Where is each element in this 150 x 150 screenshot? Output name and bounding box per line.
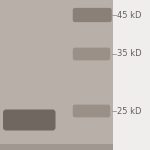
FancyBboxPatch shape	[3, 110, 56, 130]
FancyBboxPatch shape	[73, 8, 112, 22]
Text: 25 kD: 25 kD	[117, 106, 141, 116]
Text: 35 kD: 35 kD	[117, 50, 142, 58]
FancyBboxPatch shape	[0, 144, 112, 150]
FancyBboxPatch shape	[73, 48, 110, 60]
Text: 45 kD: 45 kD	[117, 11, 141, 20]
FancyBboxPatch shape	[0, 0, 112, 150]
FancyBboxPatch shape	[73, 105, 110, 117]
